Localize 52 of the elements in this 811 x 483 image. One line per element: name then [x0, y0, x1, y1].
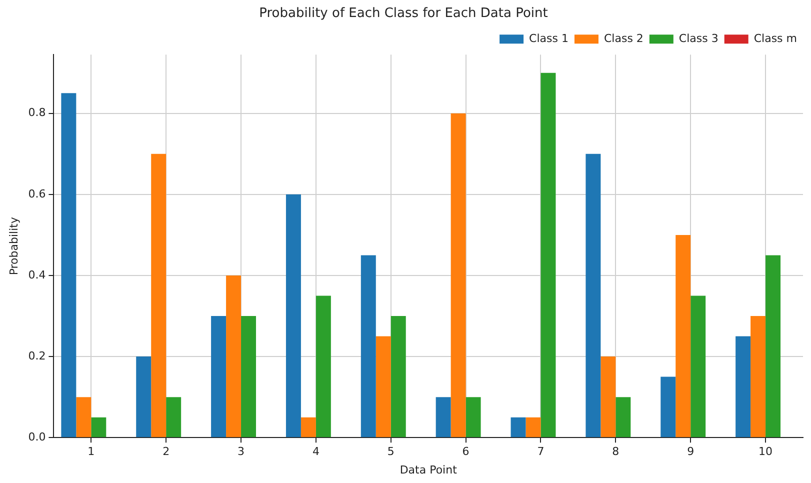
x-tick-label: 9: [687, 445, 694, 458]
bar: [540, 72, 556, 438]
bar: [586, 154, 601, 438]
bar: [151, 154, 166, 438]
x-axis-title: Data Point: [400, 463, 458, 476]
x-tick-label: 6: [462, 445, 470, 458]
y-tick-label: 0.8: [28, 106, 46, 120]
legend-label: Class 1: [529, 32, 568, 45]
bar: [450, 113, 466, 438]
bar: [376, 336, 391, 438]
bar: [360, 255, 376, 438]
legend-label: Class m: [754, 32, 798, 45]
bar: [211, 316, 226, 438]
bar: [510, 417, 526, 438]
bar: [466, 397, 481, 438]
bar: [736, 336, 751, 438]
bar: [286, 194, 301, 438]
y-axis-title: Probability: [7, 216, 20, 276]
bar: [166, 397, 182, 438]
bar: [241, 316, 256, 438]
bar: [390, 316, 406, 438]
y-tick-label: 0.6: [28, 187, 46, 200]
bar: [766, 255, 781, 438]
bar: [660, 376, 676, 438]
x-tick-label: 2: [162, 445, 170, 458]
x-tick-label: 5: [387, 445, 394, 458]
x-tick-label: 4: [312, 445, 320, 458]
chart-title: Probability of Each Class for Each Data Point: [259, 6, 548, 22]
x-tick-label: 3: [238, 445, 245, 458]
x-tick-label: 7: [537, 445, 544, 458]
y-tick-label: 0.2: [28, 349, 46, 362]
y-tick-label: 0.4: [28, 268, 46, 282]
bar: [136, 356, 152, 438]
bar: [600, 356, 616, 438]
x-tick-label: 10: [758, 445, 773, 458]
x-tick-label: 8: [612, 445, 620, 458]
legend-label: Class 2: [604, 32, 644, 45]
y-tick-label: 0.0: [28, 430, 46, 444]
bar: [750, 316, 766, 438]
bar: [316, 296, 331, 438]
bar: [226, 275, 242, 438]
bar: [76, 397, 92, 438]
x-tick-label: 1: [88, 445, 95, 458]
legend-label: Class 3: [678, 32, 718, 45]
bar: [91, 417, 106, 438]
bar: [676, 234, 691, 438]
bar: [436, 397, 451, 438]
bar: [526, 417, 541, 438]
bar: [690, 296, 706, 438]
bar: [616, 397, 631, 438]
bar: [61, 93, 76, 438]
bar: [300, 417, 316, 438]
